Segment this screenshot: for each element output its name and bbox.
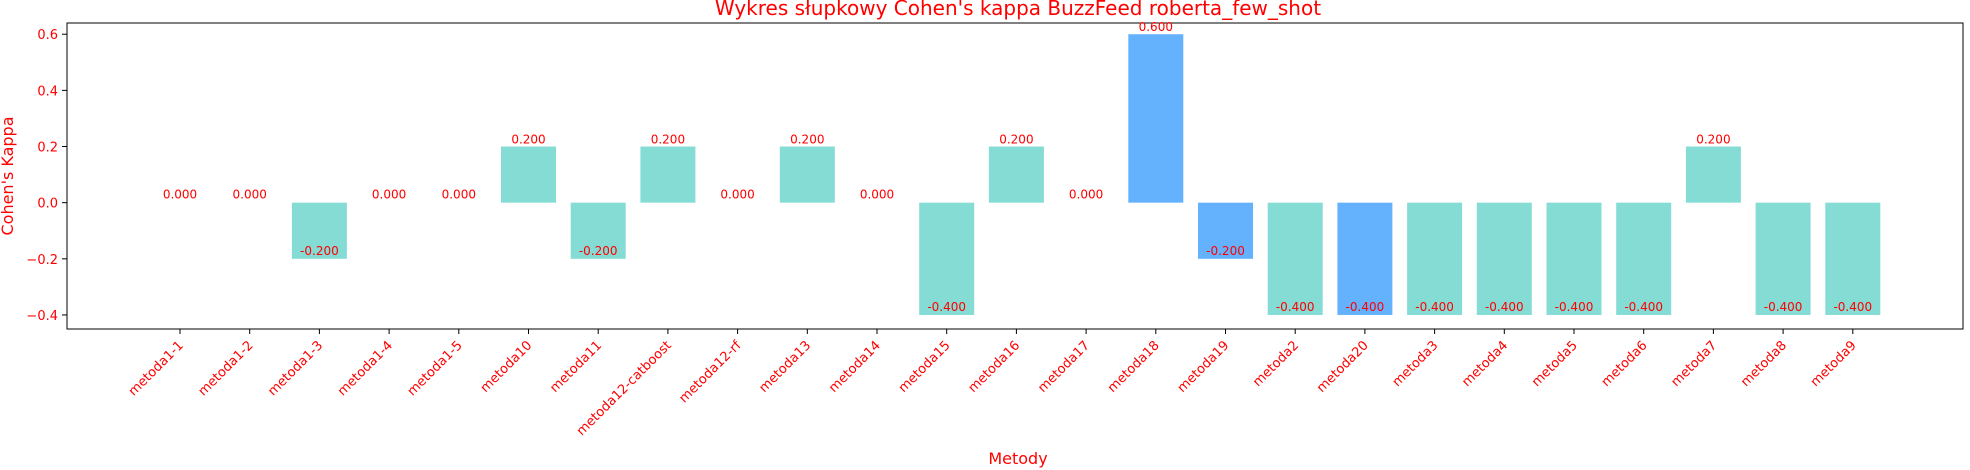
x-tick-label: metoda1-1 <box>126 338 187 399</box>
data-label: 0.200 <box>651 133 685 147</box>
y-tick-label: 0.4 <box>37 84 58 99</box>
data-label: 0.000 <box>442 188 476 202</box>
x-tick-label: metoda17 <box>1035 338 1093 396</box>
x-tick-label: metoda20 <box>1314 338 1372 396</box>
x-tick-label: metoda6 <box>1599 338 1651 390</box>
bar <box>988 146 1044 203</box>
bar <box>1337 202 1393 315</box>
bar <box>1546 202 1602 315</box>
chart-title: Wykres słupkowy Cohen's kappa BuzzFeed r… <box>715 0 1321 20</box>
data-label: -0.200 <box>1206 244 1245 258</box>
x-tick-label: metoda8 <box>1738 338 1790 390</box>
data-label: 0.000 <box>372 188 406 202</box>
x-tick-label: metoda5 <box>1529 338 1581 390</box>
data-label: 0.600 <box>1139 20 1173 34</box>
x-tick-label: metoda19 <box>1175 338 1233 396</box>
bar <box>1476 202 1532 315</box>
x-tick-label: metoda1-2 <box>196 338 257 399</box>
x-tick-label: metoda12-rf <box>676 338 744 406</box>
plot-frame <box>66 22 1964 330</box>
bar <box>1198 202 1253 259</box>
data-label: 0.200 <box>511 133 545 147</box>
x-tick-label: metoda2 <box>1250 338 1302 390</box>
bar <box>570 202 626 259</box>
data-label: -0.200 <box>579 244 618 258</box>
bar <box>1407 202 1463 315</box>
data-label: -0.400 <box>1415 300 1454 314</box>
bar <box>919 202 975 315</box>
bar <box>1267 202 1323 315</box>
x-tick-label: metoda11 <box>547 338 605 396</box>
bar <box>1825 202 1881 315</box>
data-label: -0.400 <box>1624 300 1663 314</box>
y-tick-label: 0.6 <box>37 28 58 43</box>
data-label: -0.200 <box>300 244 339 258</box>
x-tick-label: metoda9 <box>1808 338 1860 390</box>
data-label: 0.200 <box>790 133 824 147</box>
data-label: 0.000 <box>720 188 754 202</box>
x-tick-label: metoda14 <box>826 338 884 396</box>
x-tick-label: metoda1-3 <box>265 338 326 399</box>
plot-area: −0.4 −0.2 0.0 0.2 0.4 0.6 0.000 metoda1-1 0.000 m… <box>26 20 1964 439</box>
bar <box>640 146 696 203</box>
bar <box>501 146 556 203</box>
x-axis-label: Metody <box>988 449 1047 468</box>
x-tick-label: metoda7 <box>1668 338 1720 390</box>
bar <box>779 146 835 203</box>
bar <box>1128 34 1184 203</box>
data-label: 0.200 <box>1696 133 1730 147</box>
x-tick-label: metoda4 <box>1459 338 1511 390</box>
data-label: -0.400 <box>1555 300 1594 314</box>
data-label: -0.400 <box>1346 300 1385 314</box>
x-tick-label: metoda15 <box>896 338 954 396</box>
bar <box>1685 146 1741 203</box>
bar <box>1616 202 1672 315</box>
data-label: 0.000 <box>163 188 197 202</box>
bar <box>291 202 347 259</box>
data-label: -0.400 <box>1833 300 1872 314</box>
data-label: -0.400 <box>1485 300 1524 314</box>
x-tick-label: metoda3 <box>1390 338 1442 390</box>
x-tick-label: metoda13 <box>757 338 815 396</box>
bar <box>1755 202 1811 315</box>
y-axis-label: Cohen's Kappa <box>0 116 17 235</box>
data-label: 0.000 <box>1069 188 1103 202</box>
x-tick-label: metoda16 <box>966 338 1024 396</box>
data-label: 0.000 <box>233 188 267 202</box>
y-tick-label: −0.2 <box>26 253 58 268</box>
y-tick-label: 0.2 <box>37 141 58 156</box>
data-label: -0.400 <box>1276 300 1315 314</box>
data-label: 0.200 <box>999 133 1033 147</box>
x-tick-label: metoda10 <box>478 338 536 396</box>
x-tick-label: metoda1-4 <box>335 338 396 399</box>
y-tick-label: −0.4 <box>26 309 58 324</box>
x-tick-label: metoda1-5 <box>405 338 466 399</box>
x-tick-label: metoda18 <box>1105 338 1163 396</box>
data-label: 0.000 <box>860 188 894 202</box>
y-tick-label: 0.0 <box>37 197 58 212</box>
data-label: -0.400 <box>927 300 966 314</box>
data-label: -0.400 <box>1764 300 1803 314</box>
